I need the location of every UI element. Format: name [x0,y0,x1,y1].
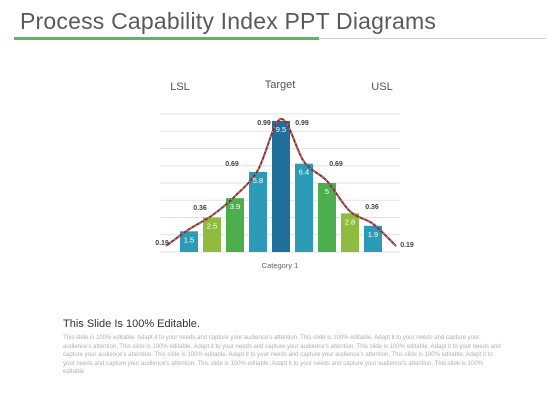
bar-value-label: 1.9 [368,230,378,239]
bar [180,231,198,252]
body-text: This slide is 100% editable. Adapt it to… [63,335,501,376]
target-label: Target [265,79,296,91]
chart-bars: 1.5 2.5 3.9 5.8 9.5 6.4 5 2.8 1.9 [180,120,382,253]
bar-value-label: 3.9 [230,202,240,211]
curve-value-label: 0.19 [400,242,414,249]
curve-value-label: 0.36 [365,204,379,211]
bar [318,183,336,252]
bar [341,213,359,252]
bar [364,225,382,252]
bar-value-label: 5.8 [253,176,263,185]
title-accent-bar [14,37,319,40]
bar-value-label: 1.5 [184,235,194,244]
curve-value-label: 0.69 [225,161,239,168]
x-axis-label: Category 1 [262,261,299,270]
chart-curve [165,117,397,247]
slide-title: Process Capability Index PPT Diagrams [20,8,437,34]
bar-value-label: 9.5 [276,125,286,134]
bar [226,198,244,252]
bar [249,171,267,252]
usl-label: USL [371,81,392,93]
curve-value-label: 0.36 [193,205,207,212]
bar [203,217,221,252]
bar [295,163,313,252]
curve-value-label: 0.19 [155,240,169,247]
curve-value-label: 0.69 [329,161,343,168]
bar-value-label: 5 [325,187,329,196]
curve-value-label: 0.99 [257,120,271,127]
bar-value-label: 6.4 [299,168,309,177]
bar-value-label: 2.8 [345,217,355,226]
bar [272,120,290,253]
chart-labels: 0.19 0.36 0.69 0.99 0.99 0.69 0.36 0.19 [155,120,414,249]
bar-value-label: 2.5 [207,222,217,231]
curve-value-label: 0.99 [295,120,309,127]
lsl-label: LSL [170,81,190,93]
body-heading: This Slide Is 100% Editable. [63,318,200,330]
bell-curve-line [165,117,397,247]
